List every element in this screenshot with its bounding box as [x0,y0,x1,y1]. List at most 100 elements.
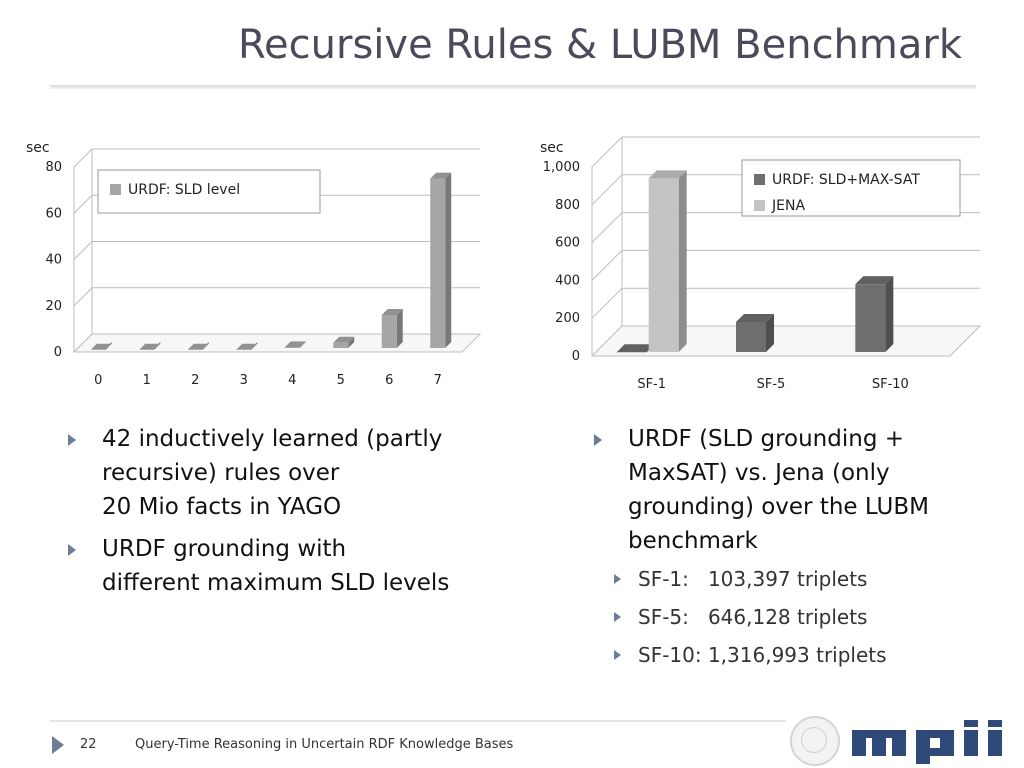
y-tick-label: 60 [45,206,62,221]
x-tick-label: 6 [385,373,393,388]
x-tick-label: SF-5 [757,377,786,392]
list-item: URDF (SLD grounding + MaxSAT) vs. Jena (… [582,422,929,558]
bar-top [381,309,403,315]
bar-side [885,276,894,352]
left-bullet-list: 42 inductively learned (partly recursive… [56,422,449,608]
y-tick-label: 80 [45,160,62,175]
bar [648,178,679,352]
bar-side [445,172,452,348]
bar-top [430,172,452,179]
page-number: 22 [80,737,97,752]
bullet-line: 42 inductively learned (partly [102,426,443,452]
y-tick-label: 200 [555,311,580,326]
grid-line-depth [73,194,93,214]
y-tick-label: 40 [45,253,62,268]
x-tick-label: 2 [191,373,199,388]
bullet-line: SF-10: 1,316,993 triplets [638,643,887,667]
list-item: SF-1: 103,397 triplets [582,566,929,592]
bullet-arrow-icon [68,434,76,446]
bar-top [855,276,894,285]
x-tick-label: 0 [94,373,102,388]
list-item: 42 inductively learned (partly recursive… [56,422,449,524]
y-tick-label: 0 [572,349,580,364]
bullet-line: URDF (SLD grounding + [628,426,904,452]
grid-line-depth [73,241,93,260]
x-tick-label: 7 [434,373,442,388]
sld-level-chart-svg: 0 20 40 60 80 sec 0 1 2 3 4 5 6 7 URDF: SLD level [26,140,482,388]
bar-top [648,170,687,179]
legend-swatch [110,184,121,195]
x-tick-label: 3 [240,373,248,388]
bullet-line: grounding) over the LUBM [628,494,930,520]
footer-text: Query-Time Reasoning in Uncertain RDF Kn… [135,737,514,752]
bar [736,321,766,352]
mpi-logo [852,720,1002,764]
y-unit-label: sec [540,140,564,156]
bullet-line: different maximum SLD levels [102,570,450,596]
y-tick-label: 20 [45,299,62,314]
title-divider [50,85,976,89]
bar [430,178,446,348]
bar-side [348,336,355,348]
x-tick-label: SF-10 [872,377,909,392]
bar [381,315,397,348]
bar-top [236,343,258,350]
y-tick-label: 400 [555,273,580,288]
bar-top [139,343,161,350]
footer-arrow-icon [52,736,64,754]
bar-top [736,313,774,322]
bullet-line: SF-5: 646,128 triplets [638,605,868,629]
bullet-line: benchmark [628,528,758,554]
bar-top [187,343,209,350]
bullet-line: 20 Mio facts in YAGO [102,494,342,520]
bullet-arrow-icon [614,574,621,584]
footer-divider [50,720,786,722]
bar-top [333,336,355,343]
grid-line-depth [591,174,623,206]
x-tick-label: SF-1 [637,377,666,392]
x-tick-label: 1 [143,373,151,388]
lubm-benchmark-chart: 0 200 400 600 800 1,000 sec SF-1 SF-5 SF-10 URDF: … [530,130,1000,400]
bar-side [299,341,306,348]
y-tick-label: 0 [54,345,62,360]
right-bullet-list: URDF (SLD grounding + MaxSAT) vs. Jena (… [582,422,929,680]
legend-swatch [754,174,765,185]
x-tick-label: 5 [337,373,345,388]
bar [333,342,349,348]
bar-side [396,309,403,348]
bullet-arrow-icon [614,612,621,622]
y-tick-label: 600 [555,236,580,251]
grid-line-depth [591,212,623,243]
legend-swatch [754,200,765,211]
list-item: SF-10: 1,316,993 triplets [582,642,929,668]
minerva-seal-icon [790,716,840,766]
bullet-line: SF-1: 103,397 triplets [638,567,868,591]
legend-label: URDF: SLD+MAX-SAT [772,172,920,188]
grid-line-depth [591,250,623,281]
y-unit-label: sec [26,140,50,156]
bar-top [284,341,306,348]
list-item: URDF grounding with different maximum SL… [56,532,449,600]
bar [855,284,886,352]
bullet-line: recursive) rules over [102,460,340,486]
grid-line-depth [591,136,623,168]
bullet-arrow-icon [68,544,76,556]
list-item: SF-5: 646,128 triplets [582,604,929,630]
bar-side [678,170,687,352]
bullet-arrow-icon [594,434,602,446]
legend-box [97,169,321,214]
grid-line-depth [73,287,93,307]
grid-line-depth [73,148,93,168]
legend-box [741,159,961,217]
legend-label: URDF: SLD level [128,182,240,198]
x-tick-label: 4 [288,373,296,388]
y-tick-label: 1,000 [543,160,580,175]
y-tick-label: 800 [555,198,580,213]
bullet-arrow-icon [614,650,621,660]
bar [284,347,300,348]
bullet-line: MaxSAT) vs. Jena (only [628,460,890,486]
grid-line-depth [591,287,623,319]
sld-level-chart: 0 20 40 60 80 sec 0 1 2 3 4 5 6 7 URDF: SLD level [22,130,492,400]
bar-top [616,344,655,353]
chart-floor [72,333,482,353]
